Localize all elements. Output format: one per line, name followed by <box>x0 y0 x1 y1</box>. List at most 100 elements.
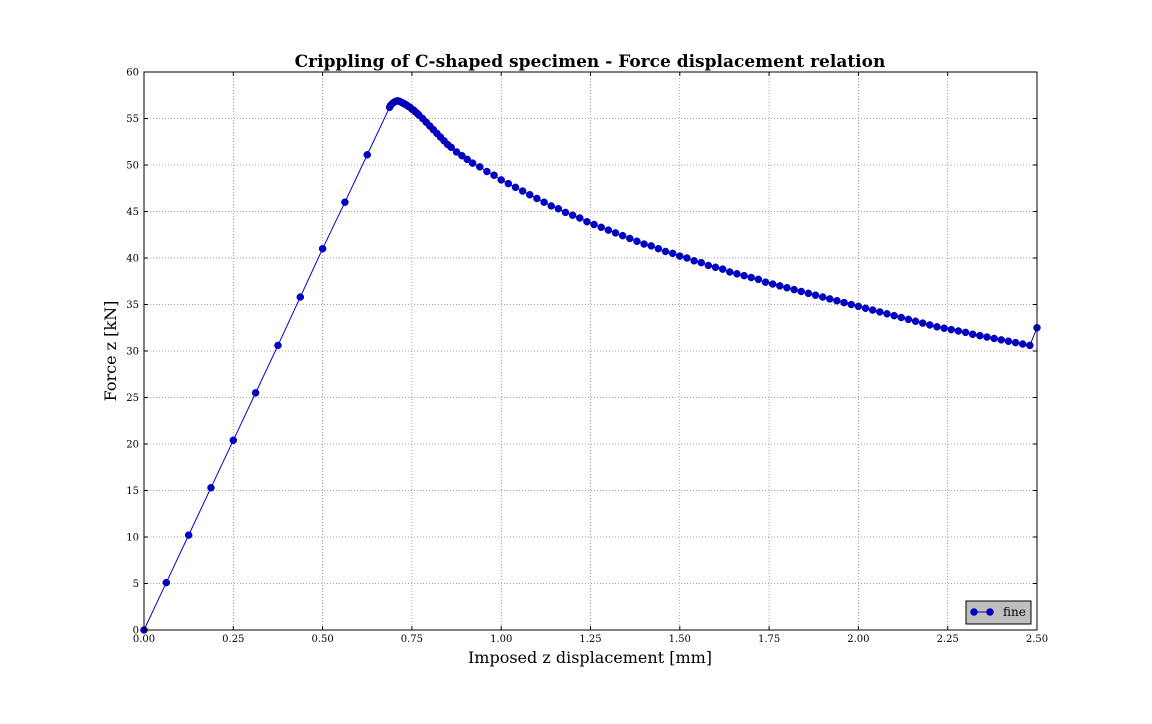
data-point <box>458 151 466 160</box>
data-point <box>790 285 798 294</box>
data-point <box>704 261 713 270</box>
data-point <box>533 194 541 203</box>
x-tick-label: 2.00 <box>847 634 869 645</box>
data-point <box>611 229 620 237</box>
data-point <box>976 331 984 340</box>
data-point <box>740 271 748 280</box>
data-point <box>726 268 734 276</box>
data-point <box>904 315 913 324</box>
data-point <box>504 179 513 188</box>
y-tick-label: 30 <box>126 347 139 358</box>
data-point <box>761 278 770 286</box>
data-point <box>554 204 563 213</box>
data-point <box>296 293 305 301</box>
legend-box <box>965 600 1032 625</box>
x-tick-label: 1.00 <box>490 634 512 645</box>
data-point <box>697 258 705 267</box>
data-point <box>990 334 998 343</box>
data-point <box>783 284 791 292</box>
data-point <box>590 220 598 229</box>
legend: fine <box>965 600 1032 625</box>
data-point <box>747 273 755 282</box>
data-point <box>854 302 863 311</box>
data-point <box>804 289 813 298</box>
data-point <box>341 198 349 206</box>
data-point <box>690 257 698 265</box>
data-point <box>997 336 1006 344</box>
chart-title: Crippling of C-shaped specimen - Force d… <box>295 52 886 72</box>
data-point <box>633 237 641 246</box>
axis-ticks: 0.00 0.25 0.50 0.75 1.00 1.25 1.50 1.75 2.00 2.25… <box>126 68 1048 646</box>
x-tick-label: 2.50 <box>1026 634 1048 645</box>
data-point <box>718 265 727 273</box>
data-point <box>640 240 648 248</box>
y-tick-label: 25 <box>126 393 139 404</box>
data-point <box>833 297 841 305</box>
x-tick-label: 1.50 <box>669 634 691 645</box>
data-point <box>162 578 171 587</box>
x-tick-label: 1.25 <box>579 634 601 645</box>
y-tick-label: 45 <box>126 207 139 218</box>
data-point <box>568 211 577 219</box>
data-point <box>476 163 484 171</box>
data-point <box>954 327 963 335</box>
data-point <box>826 295 834 303</box>
data-point <box>654 244 663 253</box>
data-point <box>983 333 991 341</box>
data-point <box>668 249 677 258</box>
data-point <box>604 226 613 234</box>
grid <box>144 72 1037 630</box>
x-tick-label: 1.75 <box>758 634 780 645</box>
data-point <box>1026 341 1034 350</box>
data-point <box>518 187 527 195</box>
data-point <box>1011 338 1020 347</box>
data-point <box>861 304 870 312</box>
data-point <box>526 191 534 199</box>
x-tick-label: 0.25 <box>222 634 244 645</box>
data-point <box>840 298 848 307</box>
data-point <box>1018 340 1027 348</box>
data-point <box>876 308 884 316</box>
data-point <box>683 254 691 262</box>
data-point <box>918 319 927 327</box>
y-tick-label: 15 <box>126 486 139 497</box>
y-tick-label: 10 <box>126 533 139 544</box>
data-point <box>618 231 627 240</box>
x-tick-label: 0.50 <box>311 634 333 645</box>
x-tick-label: 0.75 <box>401 634 423 645</box>
data-point <box>897 313 906 322</box>
data-point <box>561 208 570 217</box>
x-axis-label: Imposed z displacement [mm] <box>468 648 712 667</box>
data-point <box>711 263 720 272</box>
data-point <box>647 242 655 250</box>
data-point <box>811 291 820 299</box>
y-tick-label: 50 <box>126 161 139 172</box>
data-point <box>583 217 591 226</box>
data-point <box>363 151 371 159</box>
plot-area <box>140 97 1041 634</box>
legend-marker <box>970 608 978 616</box>
y-tick-label: 0 <box>133 626 139 637</box>
data-point <box>511 183 520 192</box>
data-point <box>868 306 877 314</box>
x-tick-label: 0.00 <box>133 634 155 645</box>
data-point <box>947 325 956 334</box>
data-point <box>318 244 327 253</box>
y-tick-label: 40 <box>126 254 139 265</box>
data-point <box>768 280 777 288</box>
data-point <box>933 323 941 331</box>
data-point <box>547 202 555 210</box>
data-point <box>576 214 584 222</box>
data-point <box>890 311 898 320</box>
y-tick-label: 20 <box>126 440 139 451</box>
y-tick-label: 55 <box>126 114 139 125</box>
data-point <box>940 324 948 332</box>
legend-label: fine <box>1003 605 1026 619</box>
data-point <box>926 321 934 329</box>
data-point <box>184 531 193 539</box>
data-point <box>754 275 763 284</box>
data-point <box>483 167 491 176</box>
data-point <box>818 293 827 301</box>
data-point <box>447 143 455 152</box>
